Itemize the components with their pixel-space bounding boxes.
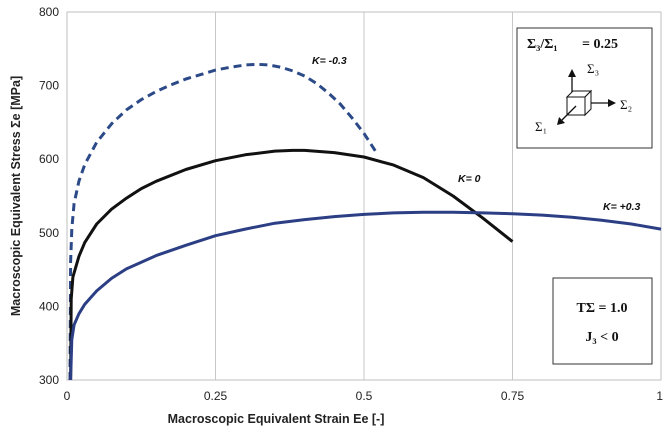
arrow-up-icon [568, 69, 576, 92]
triaxiality-inset: TΣ = 1.0 J₃ < 0 [552, 277, 653, 365]
x-tick-label: 1 [656, 389, 663, 403]
y-tick-label: 400 [39, 299, 59, 313]
y-tick-label: 500 [39, 226, 59, 240]
y-tick-label: 800 [39, 5, 59, 19]
arrow-right-icon [591, 99, 616, 107]
x-tick-label: 0.25 [204, 389, 228, 403]
series-line-k-pos03 [69, 210, 662, 381]
stress-ratio-inset: Σ₃/Σ₁ = 0.25 Σ₃ Σ₂ Σ₁ [516, 27, 653, 149]
y-axis-title: Macroscopic Equivalent Stress Σe [MPa] [9, 76, 23, 316]
y-tick-label: 700 [39, 79, 59, 93]
sigma3-label: Σ₃ [587, 61, 599, 76]
x-tick-label: 0 [64, 389, 71, 403]
series-line-k-neg03 [68, 62, 378, 381]
series-layer [68, 62, 662, 381]
arrow-diagonal-icon [557, 105, 577, 125]
y-tick-label: 300 [39, 373, 59, 387]
series-line-k-0 [69, 148, 514, 381]
j3-label: J₃ < 0 [585, 330, 618, 345]
x-tick-label: 0.5 [356, 389, 373, 403]
y-tick-labels: 300 400 500 600 700 800 [39, 5, 59, 387]
curve-label-k-neg03: K= -0.3 [312, 55, 347, 67]
inset-title-rhs: = 0.25 [582, 37, 618, 52]
curve-label-k-0: K= 0 [458, 173, 481, 185]
curve-label-k-pos03: K= +0.3 [603, 201, 641, 213]
plot-frame [66, 11, 662, 381]
x-tick-label: 0.75 [501, 389, 525, 403]
sigma2-label: Σ₂ [620, 97, 632, 112]
y-tick-label: 600 [39, 152, 59, 166]
sigma1-label: Σ₁ [535, 119, 547, 134]
x-tick-labels: 0 0.25 0.5 0.75 1 [64, 389, 663, 403]
x-axis-title: Macroscopic Equivalent Strain Ee [-] [168, 412, 385, 426]
inset-title-lhs: Σ₃/Σ₁ [527, 37, 558, 52]
triaxiality-label: TΣ = 1.0 [577, 301, 628, 316]
